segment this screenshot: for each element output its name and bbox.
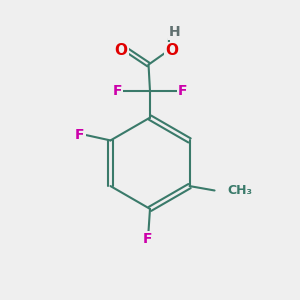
Text: F: F xyxy=(112,84,122,98)
Text: F: F xyxy=(75,128,85,142)
Text: CH₃: CH₃ xyxy=(227,184,252,197)
Text: F: F xyxy=(142,232,152,246)
Text: H: H xyxy=(169,25,180,39)
Text: F: F xyxy=(178,84,188,98)
Text: O: O xyxy=(166,43,178,58)
Text: O: O xyxy=(114,43,128,58)
